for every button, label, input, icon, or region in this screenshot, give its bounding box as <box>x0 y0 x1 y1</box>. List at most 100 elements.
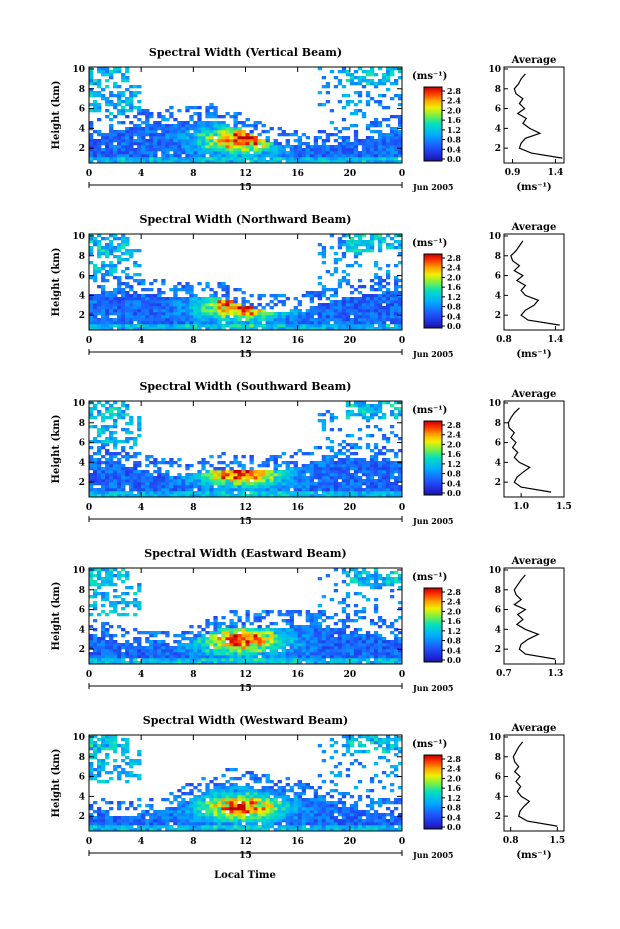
heatmap-cell <box>289 625 294 629</box>
heatmap-cell <box>385 157 391 161</box>
x-tick-label: 12 <box>239 503 252 513</box>
heatmap-cell <box>153 139 158 143</box>
heatmap-cell <box>349 649 355 653</box>
heatmap-cell <box>145 130 150 134</box>
heatmap-cell <box>265 148 270 152</box>
heatmap-cell <box>309 297 315 301</box>
heatmap-cell <box>273 494 278 498</box>
heatmap-cell <box>357 291 363 295</box>
heatmap-cell <box>317 628 323 632</box>
heatmap-cell <box>353 568 359 572</box>
heatmap-cell <box>109 476 114 480</box>
heatmap-cell <box>221 324 226 328</box>
heatmap-cell <box>141 485 146 489</box>
heatmap-cell <box>289 479 294 483</box>
heatmap-cell <box>349 631 355 635</box>
heatmap-cell <box>313 157 319 161</box>
heatmap-cell <box>345 488 351 492</box>
heatmap-cell <box>377 142 383 146</box>
heatmap-cell <box>397 94 403 98</box>
heatmap-cell <box>93 416 98 420</box>
heatmap-cell <box>205 485 210 489</box>
heatmap-cell <box>137 491 142 495</box>
heatmap-cell <box>101 810 106 814</box>
heatmap-cell <box>161 324 166 328</box>
heatmap-cell <box>113 300 118 304</box>
heatmap-cell <box>397 491 403 495</box>
heatmap-cell <box>353 297 359 301</box>
heatmap-cell <box>189 640 194 644</box>
heatmap-cell <box>233 622 238 626</box>
heatmap-cell <box>389 309 395 313</box>
heatmap-cell <box>357 154 363 158</box>
heatmap-cell <box>105 491 110 495</box>
heatmap-cell <box>241 637 246 641</box>
heatmap-cell <box>389 485 395 489</box>
heatmap-cell <box>205 637 210 641</box>
heatmap-cell <box>297 300 302 304</box>
heatmap-cell <box>109 822 114 826</box>
heatmap-cell <box>309 643 315 647</box>
heatmap-cell <box>381 285 387 289</box>
heatmap-cell <box>105 458 110 462</box>
heatmap-cell <box>353 652 359 656</box>
heatmap-cell <box>333 652 339 656</box>
heatmap-cell <box>373 148 379 152</box>
heatmap-cell <box>149 136 154 140</box>
heatmap-cell <box>125 151 130 155</box>
heatmap-cell <box>109 76 114 80</box>
heatmap-cell <box>269 631 274 635</box>
heatmap-cell <box>357 467 363 471</box>
heatmap-cell <box>397 661 403 665</box>
heatmap-cell <box>189 643 194 647</box>
heatmap-cell <box>365 70 371 74</box>
heatmap-cell <box>385 643 391 647</box>
heatmap-cell <box>345 324 351 328</box>
heatmap-cell <box>329 121 335 125</box>
heatmap-cell <box>93 822 98 826</box>
heatmap-cell <box>293 297 298 301</box>
heatmap-cell <box>389 300 395 304</box>
heatmap-cell <box>101 759 106 763</box>
heatmap-cell <box>321 455 327 459</box>
heatmap-cell <box>317 646 323 650</box>
heatmap-cell <box>369 154 375 158</box>
heatmap-cell <box>249 148 254 152</box>
heatmap-cell <box>185 157 190 161</box>
heatmap-cell <box>125 157 130 161</box>
heatmap-cell <box>285 622 290 626</box>
heatmap-cell <box>397 115 403 119</box>
heatmap-cell <box>349 303 355 307</box>
heatmap-cell <box>393 303 399 307</box>
heatmap-cell <box>341 279 347 283</box>
heatmap-cell <box>97 807 102 811</box>
heatmap-cell <box>321 318 327 322</box>
heatmap-cell <box>325 494 331 498</box>
heatmap-cell <box>393 452 399 456</box>
heatmap-cell <box>137 306 142 310</box>
heatmap-cell <box>229 649 234 653</box>
heatmap-cell <box>105 437 110 441</box>
heatmap-cell <box>313 658 319 662</box>
heatmap-cell <box>93 601 98 605</box>
heatmap-cell <box>117 139 122 143</box>
heatmap-cell <box>285 479 290 483</box>
heatmap-cell <box>177 148 182 152</box>
x-tick-label: 0 <box>399 336 405 346</box>
heatmap-cell <box>97 744 102 748</box>
heatmap-cell <box>293 643 298 647</box>
heatmap-cell <box>113 407 118 411</box>
heatmap-cell <box>385 491 391 495</box>
heatmap-cell <box>153 315 158 319</box>
heatmap-cell <box>333 589 339 593</box>
heatmap-cell <box>381 583 387 587</box>
heatmap-cell <box>101 649 106 653</box>
avg-profile-line <box>507 407 552 493</box>
heatmap-cell <box>345 413 351 417</box>
heatmap-cell <box>89 124 94 128</box>
heatmap-cell <box>173 461 178 465</box>
heatmap-cell <box>93 583 98 587</box>
heatmap-cell <box>353 491 359 495</box>
heatmap-cell <box>349 237 355 241</box>
heatmap-cell <box>253 124 258 128</box>
